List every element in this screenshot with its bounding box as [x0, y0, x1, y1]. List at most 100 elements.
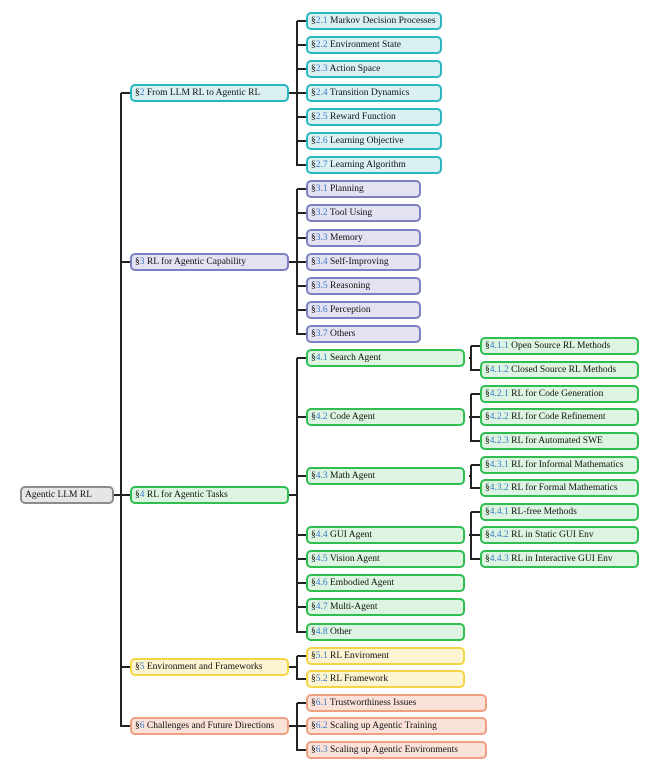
- connector-line: [297, 702, 306, 704]
- connector-line: [121, 725, 130, 727]
- node-prefix: §: [311, 412, 316, 422]
- node-label: RL for Code Refinement: [508, 412, 606, 422]
- subsection-node-3-5: §3.5 Reasoning: [306, 277, 421, 295]
- section-node-2: §2 From LLM RL to Agentic RL: [130, 84, 289, 102]
- node-prefix: §: [311, 329, 316, 339]
- node-label: Code Agent: [327, 412, 376, 422]
- node-num: 4.3.2: [489, 483, 509, 493]
- node-prefix: §: [311, 721, 316, 731]
- node-prefix: §: [311, 471, 316, 481]
- node-label: Embodied Agent: [327, 578, 395, 588]
- subsubsection-node-4-1-2: §4.1.2 Closed Source RL Methods: [480, 361, 639, 379]
- connector-line: [297, 44, 306, 46]
- node-num: 4.2.1: [489, 389, 509, 399]
- subsection-node-5-2: §5.2 RL Framework: [306, 670, 465, 688]
- node-prefix: §: [311, 578, 316, 588]
- node-label: Trustworthiness Issues: [327, 698, 417, 708]
- node-label: RL for Automated SWE: [508, 436, 603, 446]
- node-prefix: §: [311, 64, 316, 74]
- subsubsection-node-4-4-1: §4.4.1 RL-free Methods: [480, 503, 639, 521]
- node-num: 3.2: [315, 208, 328, 218]
- node-num: 2.4: [315, 88, 328, 98]
- subsubsection-node-4-2-1: §4.2.1 RL for Code Generation: [480, 385, 639, 403]
- node-prefix: §: [135, 88, 140, 98]
- node-prefix: §: [135, 490, 140, 500]
- node-prefix: §: [311, 554, 316, 564]
- section-node-4: §4 RL for Agentic Tasks: [130, 486, 289, 504]
- node-label: Agentic LLM RL: [25, 490, 93, 500]
- node-label: RL Framework: [327, 674, 388, 684]
- node-prefix: §: [311, 602, 316, 612]
- connector-line: [297, 188, 306, 190]
- node-num: 6.1: [315, 698, 328, 708]
- subsection-node-6-2: §6.2 Scaling up Agentic Training: [306, 717, 487, 735]
- subsection-node-4-2: §4.2 Code Agent: [306, 408, 465, 426]
- node-label: Action Space: [327, 64, 381, 74]
- connector-line: [121, 261, 130, 263]
- node-num: 6: [139, 721, 145, 731]
- connector-line: [297, 655, 306, 657]
- connector-line: [297, 237, 306, 239]
- connector-line: [471, 393, 480, 395]
- node-num: 4.1.1: [489, 341, 509, 351]
- node-label: Transition Dynamics: [327, 88, 410, 98]
- subsection-node-4-1: §4.1 Search Agent: [306, 349, 465, 367]
- subsection-node-2-1: §2.1 Markov Decision Processes: [306, 12, 442, 30]
- node-prefix: §: [135, 721, 140, 731]
- node-num: 3.7: [315, 329, 328, 339]
- subsection-node-3-4: §3.4 Self-Improving: [306, 253, 421, 271]
- node-num: 4.3.1: [489, 460, 509, 470]
- node-prefix: §: [311, 698, 316, 708]
- node-num: 2.5: [315, 112, 328, 122]
- connector-line: [471, 511, 480, 513]
- connector-line: [297, 606, 306, 608]
- connector-line: [296, 656, 298, 680]
- node-label: Perception: [327, 305, 371, 315]
- node-label: Scaling up Agentic Environments: [327, 745, 458, 755]
- node-prefix: §: [311, 208, 316, 218]
- connector-line: [469, 416, 471, 418]
- node-prefix: §: [485, 412, 490, 422]
- node-label: Closed Source RL Methods: [508, 365, 617, 375]
- node-label: GUI Agent: [327, 530, 372, 540]
- connector-line: [471, 558, 480, 560]
- section-node-5: §5 Environment and Frameworks: [130, 658, 289, 676]
- node-num: 2.6: [315, 136, 328, 146]
- node-label: RL for Agentic Capability: [144, 257, 246, 267]
- node-label: Other: [327, 627, 352, 637]
- section-node-6: §6 Challenges and Future Directions: [130, 717, 289, 735]
- connector-line: [297, 631, 306, 633]
- node-prefix: §: [311, 136, 316, 146]
- connector-line: [297, 582, 306, 584]
- node-prefix: §: [311, 745, 316, 755]
- node-num: 3.3: [315, 233, 328, 243]
- subsection-node-3-2: §3.2 Tool Using: [306, 204, 421, 222]
- subsection-node-2-5: §2.5 Reward Function: [306, 108, 442, 126]
- node-prefix: §: [311, 651, 316, 661]
- node-label: Environment and Frameworks: [144, 662, 263, 672]
- connector-line: [297, 309, 306, 311]
- node-label: Markov Decision Processes: [327, 16, 436, 26]
- node-num: 6.3: [315, 745, 328, 755]
- node-label: Challenges and Future Directions: [144, 721, 275, 731]
- connector-line: [471, 534, 480, 536]
- node-num: 3.5: [315, 281, 328, 291]
- subsubsection-node-4-3-2: §4.3.2 RL for Formal Mathematics: [480, 479, 639, 497]
- subsection-node-6-1: §6.1 Trustworthiness Issues: [306, 694, 487, 712]
- subsection-node-3-6: §3.6 Perception: [306, 301, 421, 319]
- node-num: 2.7: [315, 160, 328, 170]
- node-num: 3.6: [315, 305, 328, 315]
- node-label: Multi-Agent: [327, 602, 378, 612]
- node-label: RL in Static GUI Env: [508, 530, 594, 540]
- connector-line: [289, 666, 297, 668]
- node-label: Open Source RL Methods: [508, 341, 611, 351]
- connector-line: [297, 749, 306, 751]
- node-num: 2: [139, 88, 145, 98]
- subsection-node-4-8: §4.8 Other: [306, 623, 465, 641]
- subsection-node-2-6: §2.6 Learning Objective: [306, 132, 442, 150]
- connector-line: [297, 678, 306, 680]
- node-prefix: §: [135, 662, 140, 672]
- node-prefix: §: [485, 554, 490, 564]
- node-label: Learning Algorithm: [327, 160, 406, 170]
- node-num: 3: [139, 257, 145, 267]
